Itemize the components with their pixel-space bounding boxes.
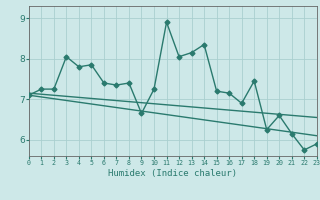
X-axis label: Humidex (Indice chaleur): Humidex (Indice chaleur) <box>108 169 237 178</box>
